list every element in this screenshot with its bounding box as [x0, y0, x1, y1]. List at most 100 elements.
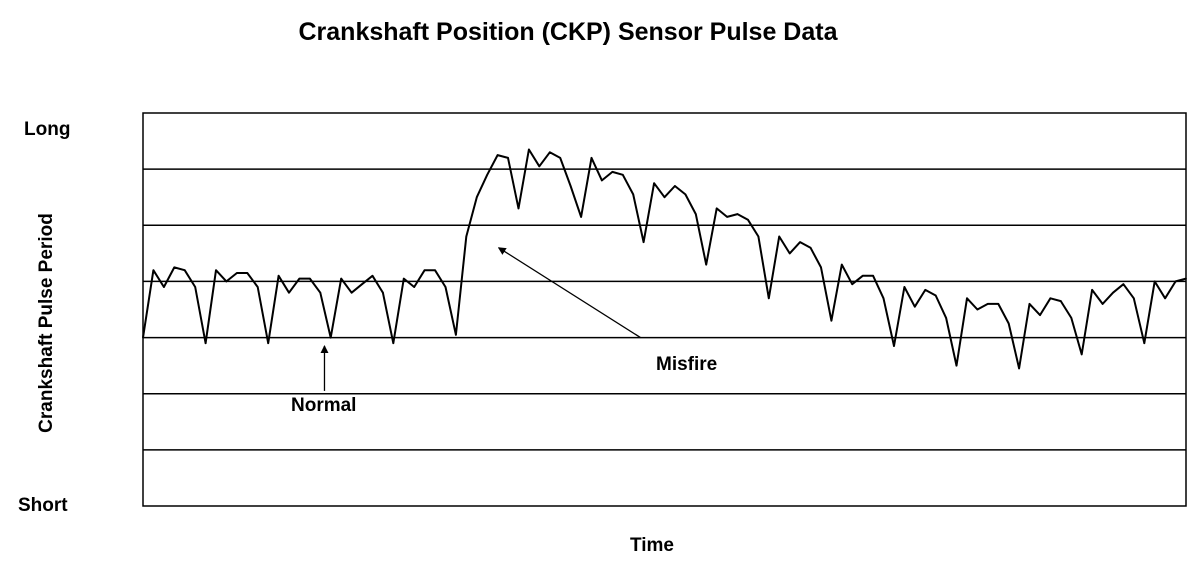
- data-point: [621, 173, 624, 176]
- annotation-misfire-label: Misfire: [656, 354, 718, 375]
- data-point: [1070, 317, 1073, 319]
- data-point: [882, 297, 885, 300]
- data-point: [1049, 297, 1052, 300]
- data-point: [1133, 297, 1135, 300]
- data-point: [163, 286, 165, 288]
- data-point: [382, 291, 384, 294]
- data-point: [611, 171, 614, 173]
- data-point: [851, 283, 854, 286]
- data-point: [528, 148, 530, 151]
- data-point: [934, 294, 937, 297]
- data-point: [236, 272, 238, 274]
- chart-title: Crankshaft Position (CKP) Sensor Pulse D…: [298, 18, 838, 46]
- data-point: [319, 291, 322, 294]
- data-point: [674, 185, 676, 187]
- data-point: [538, 165, 541, 168]
- data-point: [757, 235, 760, 238]
- data-point: [298, 277, 301, 280]
- data-point: [955, 364, 958, 367]
- data-point: [1080, 353, 1083, 356]
- data-point: [1091, 289, 1093, 291]
- data-point: [663, 196, 666, 199]
- data-point: [1060, 300, 1062, 302]
- data-point: [1007, 322, 1010, 325]
- data-point: [256, 286, 259, 288]
- data-point: [413, 286, 415, 288]
- data-point: [215, 269, 217, 272]
- data-point: [194, 286, 196, 288]
- pulse-period-series-line: [142, 148, 1187, 370]
- data-point: [1143, 342, 1146, 344]
- annotation-arrow-misfire: [497, 247, 641, 339]
- data-point: [361, 283, 363, 286]
- data-point: [1018, 367, 1020, 370]
- data-point: [1164, 297, 1166, 300]
- data-point: [392, 342, 395, 344]
- data-point: [830, 319, 833, 322]
- data-point: [486, 173, 488, 176]
- data-point: [1039, 314, 1041, 316]
- data-point: [329, 336, 332, 339]
- data-point: [809, 246, 812, 249]
- data-point: [455, 333, 457, 336]
- data-point: [569, 185, 572, 187]
- data-point: [507, 157, 509, 159]
- data-point: [277, 275, 280, 277]
- data-point: [966, 297, 968, 300]
- data-point: [705, 263, 708, 266]
- x-axis-label: Time: [630, 535, 675, 556]
- data-point: [246, 272, 249, 274]
- data-point: [444, 286, 447, 288]
- data-point: [820, 266, 822, 269]
- data-point: [642, 241, 645, 243]
- data-point: [778, 235, 781, 238]
- data-point: [590, 157, 593, 159]
- data-point: [423, 269, 426, 272]
- data-point: [142, 336, 144, 339]
- data-point: [517, 207, 520, 210]
- data-point: [183, 269, 186, 272]
- data-point: [872, 275, 874, 277]
- data-point: [726, 216, 728, 218]
- data-point: [715, 207, 718, 210]
- data-point: [225, 280, 228, 283]
- y-axis-top-label: Long: [24, 119, 71, 140]
- data-point: [747, 218, 749, 221]
- data-point: [496, 154, 499, 156]
- data-point: [1122, 283, 1125, 286]
- data-point: [694, 213, 697, 215]
- data-point: [841, 263, 843, 266]
- data-point: [799, 241, 801, 243]
- data-point: [548, 151, 551, 154]
- data-point: [434, 269, 436, 272]
- data-point: [309, 277, 311, 280]
- data-point: [173, 266, 176, 269]
- data-point: [653, 182, 655, 184]
- data-point: [1153, 280, 1156, 283]
- data-point: [1185, 277, 1187, 280]
- data-point: [1101, 303, 1104, 305]
- annotation-normal-label: Normal: [291, 395, 357, 416]
- data-point: [475, 196, 478, 199]
- data-point: [402, 277, 405, 280]
- data-point: [768, 297, 770, 300]
- data-point: [204, 342, 207, 344]
- data-point: [736, 213, 739, 215]
- data-point: [861, 275, 864, 277]
- data-point: [924, 289, 927, 291]
- data-point: [1112, 291, 1114, 294]
- data-point: [997, 303, 1000, 305]
- data-point: [788, 252, 791, 255]
- data-point: [371, 275, 374, 277]
- data-point: [914, 305, 916, 308]
- y-axis-bottom-label: Short: [18, 495, 68, 516]
- data-point: [1174, 280, 1177, 283]
- data-point: [987, 303, 989, 305]
- data-point: [632, 193, 635, 196]
- data-point: [288, 291, 290, 294]
- data-point: [903, 286, 906, 288]
- data-point: [976, 308, 979, 311]
- data-point: [580, 216, 582, 218]
- data-point: [559, 157, 561, 159]
